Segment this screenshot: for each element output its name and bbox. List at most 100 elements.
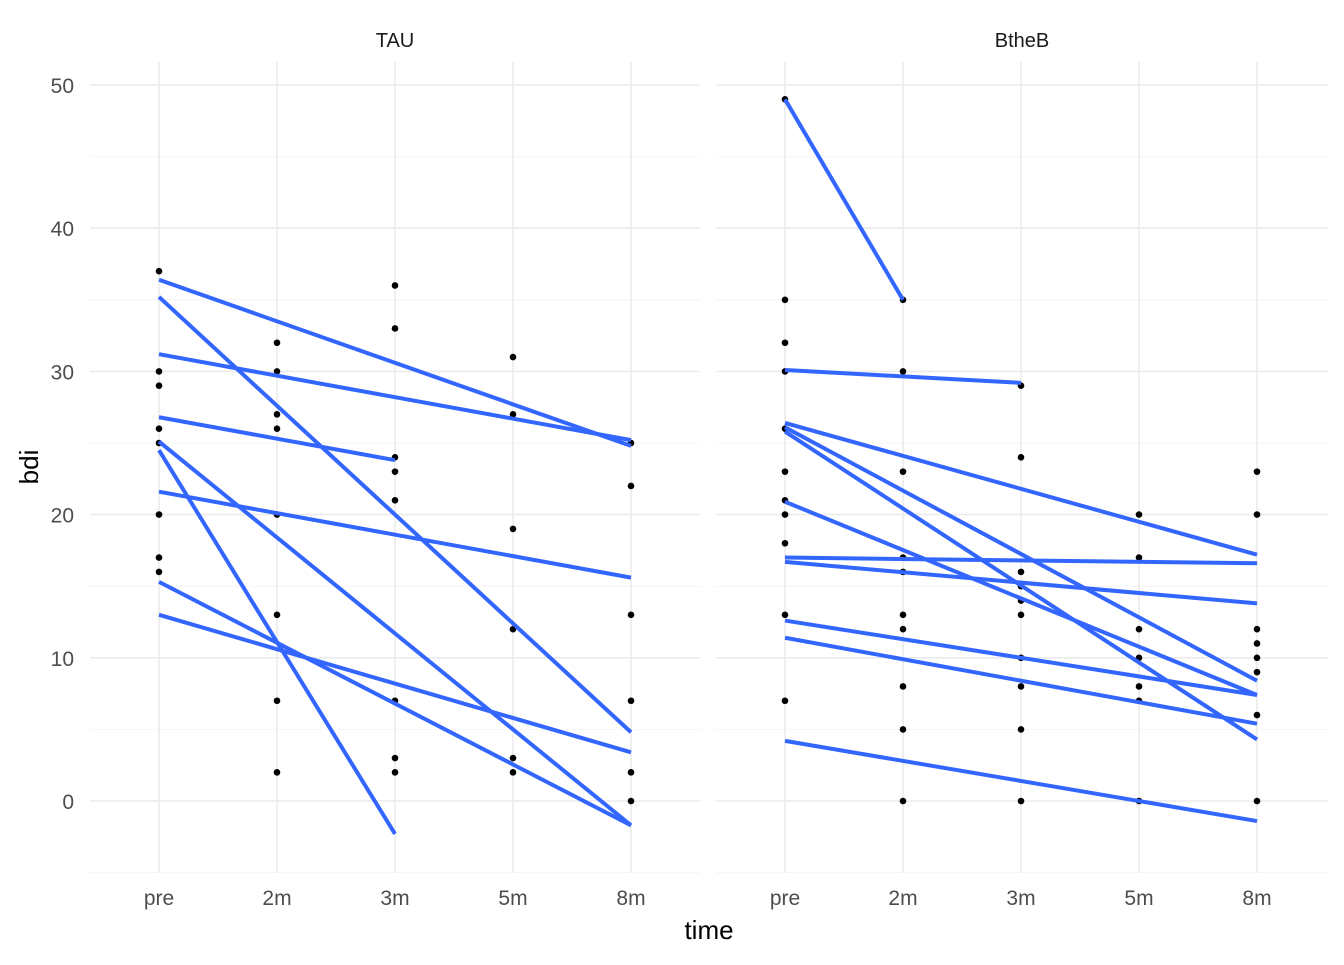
fit-line [158, 415, 396, 463]
facet-strip-label: TAU [376, 30, 415, 52]
x-tick-label: 8m [1242, 887, 1271, 910]
data-point [1135, 625, 1143, 633]
data-point [391, 754, 399, 762]
facet-panels: TAU pre 2m 3m 5m 8m BtheB pre 2m 3m 5m 8m [90, 30, 1328, 910]
data-point [899, 726, 907, 733]
fit-line [783, 429, 1259, 742]
fit-line [784, 618, 1258, 698]
x-tick-label: pre [770, 887, 800, 910]
data-point [509, 353, 517, 361]
data-point [1253, 711, 1261, 719]
fit-line [158, 580, 632, 828]
data-point [1253, 654, 1261, 662]
data-point [509, 411, 517, 418]
data-point [391, 468, 399, 475]
fit-line [158, 612, 632, 755]
data-point [781, 296, 789, 304]
y-tick-label: 30 [51, 361, 74, 384]
data-point [273, 368, 281, 375]
data-point [1253, 468, 1261, 475]
data-point [391, 325, 399, 332]
data-point [391, 769, 399, 776]
x-tick-label: 5m [1124, 887, 1153, 910]
data-point [627, 611, 635, 619]
fit-line [784, 555, 1258, 566]
data-point [899, 625, 907, 633]
data-point [155, 267, 163, 275]
y-tick-label: 50 [51, 75, 74, 98]
data-point [155, 382, 163, 390]
data-point [1135, 554, 1143, 561]
data-point [899, 683, 907, 690]
data-point [273, 697, 281, 705]
data-point [509, 754, 517, 762]
x-tick-label: pre [144, 887, 174, 910]
data-point [391, 282, 399, 289]
data-point [781, 611, 789, 619]
facet-panel-tau: TAU pre 2m 3m 5m 8m [90, 30, 700, 910]
data-point [899, 468, 907, 475]
facet-strip-label: BtheB [995, 30, 1049, 52]
data-point [1135, 511, 1143, 518]
x-tick-label: 2m [262, 887, 291, 910]
x-tick-label: 3m [380, 887, 409, 910]
data-point [1017, 797, 1025, 805]
data-point [899, 797, 907, 805]
data-point [1017, 683, 1025, 690]
data-point [1017, 454, 1025, 461]
data-point [155, 554, 163, 561]
fit-line [784, 499, 1258, 697]
fit-line [784, 559, 1258, 606]
y-axis-title: bdi [14, 450, 44, 485]
fit-line [784, 635, 1258, 726]
fit-line [783, 98, 905, 301]
data-point [627, 482, 635, 490]
y-tick-label: 0 [62, 791, 74, 814]
data-point [273, 769, 281, 776]
data-point [155, 425, 163, 432]
data-point [1135, 683, 1143, 690]
data-point [155, 568, 163, 576]
data-point [781, 511, 789, 518]
data-point [899, 368, 907, 375]
y-tick-label: 20 [51, 505, 74, 528]
data-point [273, 411, 281, 418]
data-point [899, 611, 907, 619]
x-tick-label: 3m [1006, 887, 1035, 910]
data-point [627, 797, 635, 805]
data-point [1253, 797, 1261, 805]
fit-line [158, 352, 632, 443]
data-point [781, 468, 789, 475]
data-point [781, 697, 789, 705]
facet-panel-btheb: BtheB pre 2m 3m 5m 8m [716, 30, 1328, 910]
x-tick-label: 8m [616, 887, 645, 910]
data-point [781, 339, 789, 347]
data-point [155, 511, 163, 518]
y-tick-label: 10 [51, 648, 74, 671]
data-point [627, 769, 635, 776]
fit-line [784, 425, 1258, 683]
data-point [1017, 726, 1025, 733]
x-tick-label: 5m [498, 887, 527, 910]
data-point [155, 368, 163, 375]
x-axis-title: time [684, 915, 733, 945]
data-point [509, 525, 517, 533]
data-point [1253, 511, 1261, 518]
fit-line [784, 367, 1022, 385]
data-point [1253, 625, 1261, 633]
fit-line [158, 489, 632, 580]
fit-line [784, 421, 1258, 557]
y-axis-tick-labels: 0 10 20 30 40 50 [51, 75, 74, 814]
data-point [1253, 668, 1261, 676]
data-point [1017, 568, 1025, 576]
data-point [509, 769, 517, 776]
fit-line [158, 277, 632, 448]
x-tick-label: 2m [888, 887, 917, 910]
data-point [273, 611, 281, 619]
data-point [273, 425, 281, 432]
data-point [1253, 640, 1261, 647]
data-point [273, 339, 281, 347]
y-tick-label: 40 [51, 218, 74, 241]
